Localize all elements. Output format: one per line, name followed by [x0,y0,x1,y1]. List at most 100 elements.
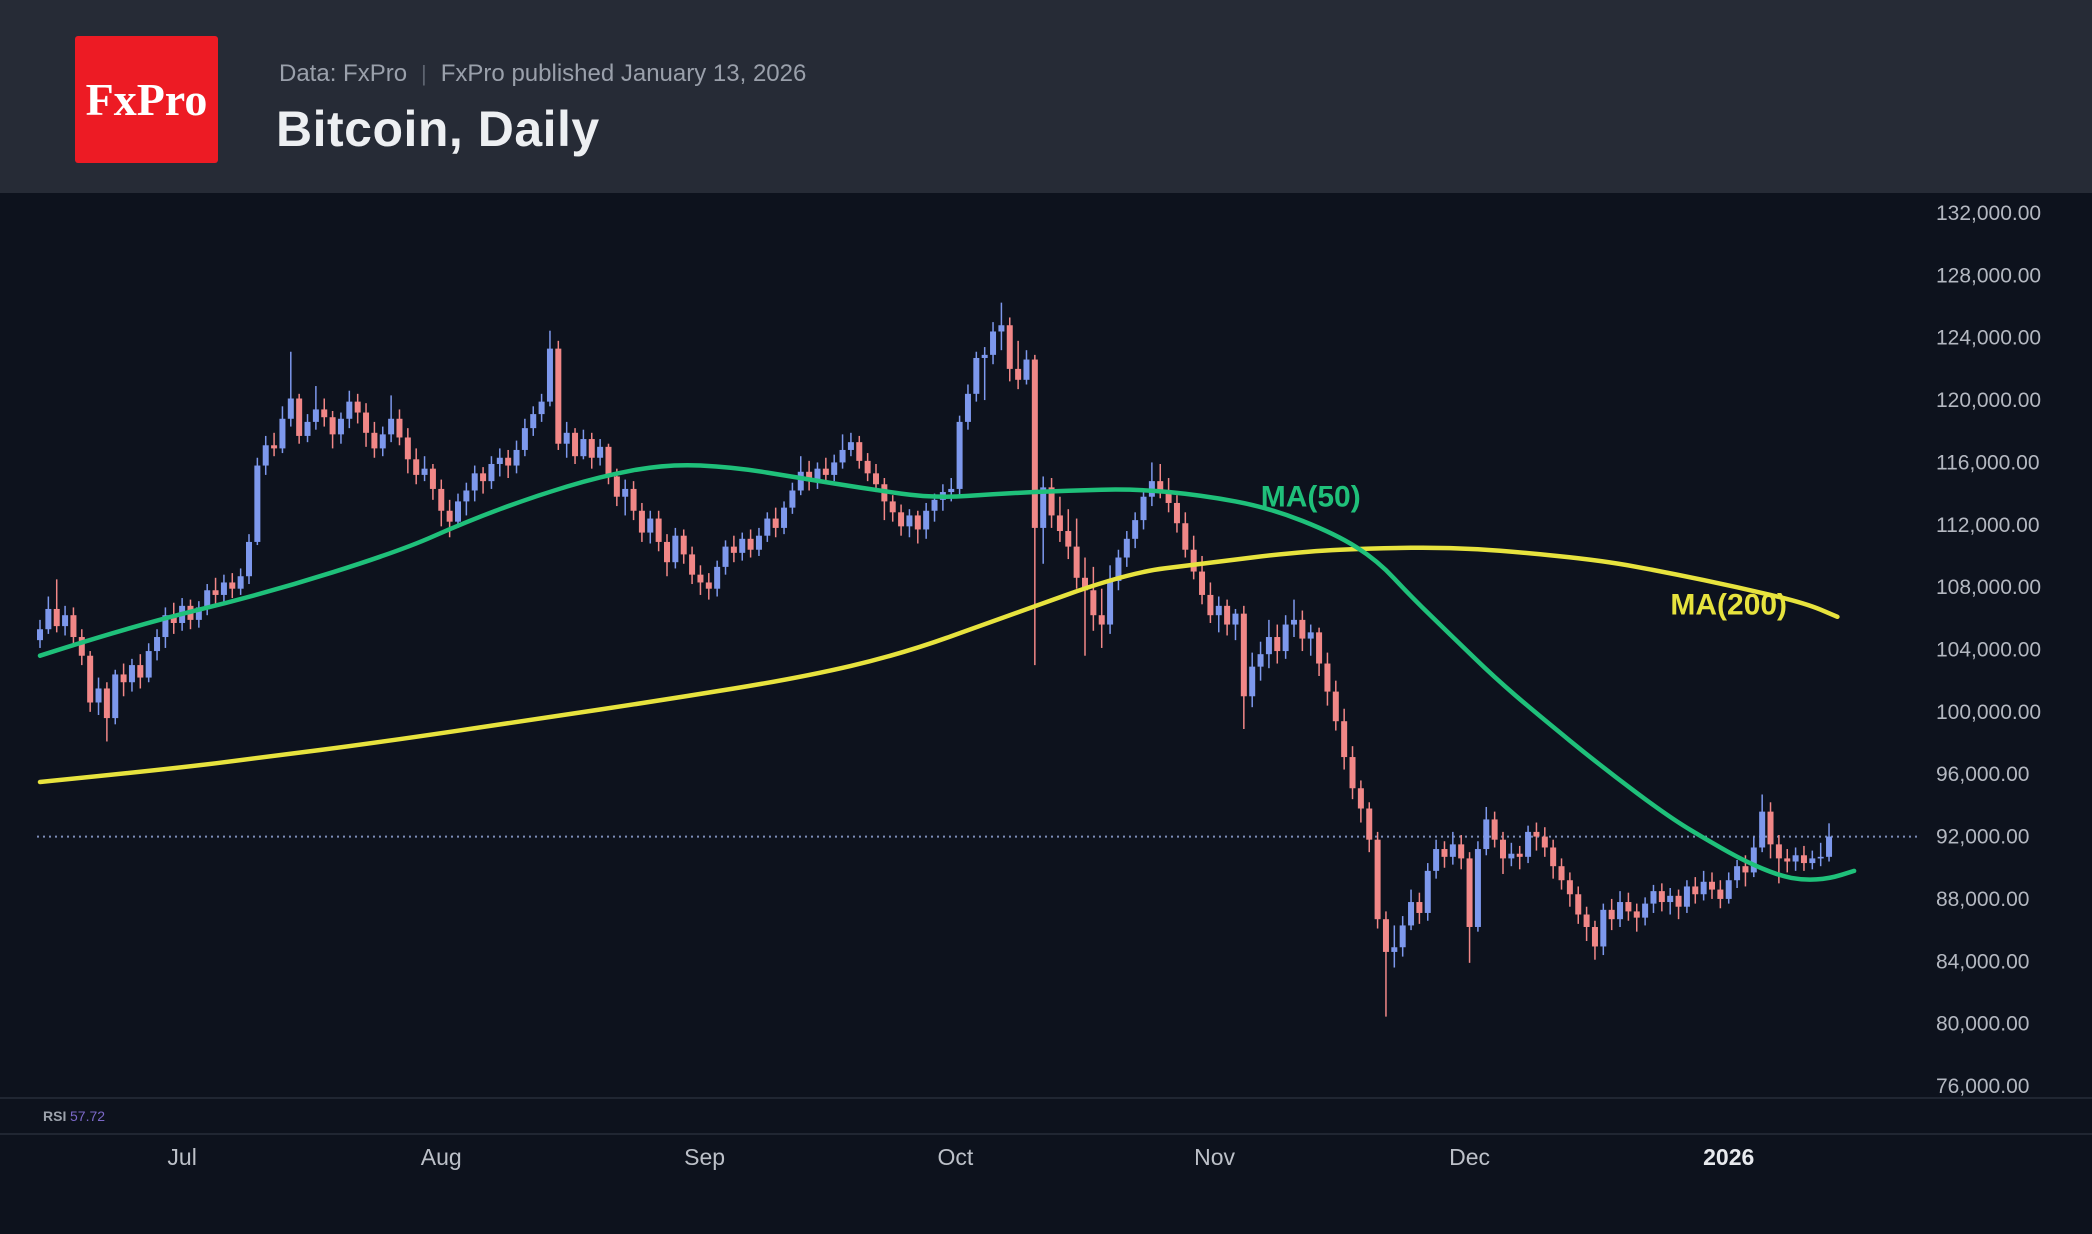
candle[interactable] [588,439,595,458]
month-label[interactable]: 2026 [1703,1144,1754,1170]
candle[interactable] [438,488,445,511]
candle[interactable] [246,541,252,577]
candle[interactable] [220,582,227,595]
candle[interactable] [697,574,704,583]
candle[interactable] [1023,359,1030,380]
candle[interactable] [229,582,236,589]
candle[interactable] [613,476,620,497]
candle[interactable] [1090,590,1097,616]
month-label[interactable]: Sep [684,1144,725,1170]
candle[interactable] [1107,580,1114,625]
candle[interactable] [1399,925,1406,948]
candle[interactable] [622,488,629,497]
candle[interactable] [1031,359,1038,528]
candle[interactable] [513,449,520,466]
candle[interactable] [1608,909,1615,920]
candle[interactable] [37,629,43,641]
candle[interactable] [1408,902,1415,926]
candle[interactable] [864,460,871,474]
candle[interactable] [1483,819,1490,850]
candle[interactable] [128,665,135,683]
candle[interactable] [471,473,478,491]
candle[interactable] [455,501,461,522]
candle[interactable] [1817,856,1824,859]
candle[interactable] [1525,831,1532,857]
candle[interactable] [329,417,336,435]
candle[interactable] [789,490,796,508]
candle[interactable] [822,468,829,475]
candle[interactable] [505,457,512,466]
candle[interactable] [404,437,411,460]
candle[interactable] [1458,844,1465,859]
candle[interactable] [1165,490,1172,503]
candle[interactable] [680,535,687,555]
candle[interactable] [1667,895,1674,903]
candle[interactable] [1249,666,1256,697]
candle[interactable] [95,688,102,703]
candle[interactable] [538,401,545,415]
candle[interactable] [45,608,52,630]
candle[interactable] [1040,487,1047,528]
candle[interactable] [1658,891,1665,903]
candle[interactable] [271,445,278,449]
candle[interactable] [321,409,328,418]
candle[interactable] [1374,839,1381,920]
candle[interactable] [1224,605,1231,625]
candle[interactable] [755,535,762,550]
candle[interactable] [103,688,110,719]
candle[interactable] [1006,325,1013,369]
candle[interactable] [1792,855,1799,862]
candle[interactable] [1424,870,1431,913]
candle[interactable] [262,445,269,466]
candle[interactable] [195,607,202,620]
candle[interactable] [948,488,955,493]
candle[interactable] [1700,881,1707,895]
candle[interactable] [1048,487,1055,516]
candle[interactable] [1441,849,1448,857]
candle[interactable] [923,510,930,530]
candle[interactable] [530,414,537,429]
candle[interactable] [429,468,436,489]
candle[interactable] [170,615,177,623]
candle[interactable] [914,515,921,530]
candle[interactable] [964,393,971,422]
candle[interactable] [1299,619,1306,639]
candle[interactable] [1591,926,1598,947]
candle[interactable] [388,418,395,435]
candle[interactable] [421,468,428,475]
candle[interactable] [781,507,788,528]
candle[interactable] [1073,546,1080,578]
candle[interactable] [312,409,319,422]
candle[interactable] [1516,853,1523,857]
candle[interactable] [1240,613,1247,697]
candle[interactable] [1692,886,1699,895]
candle[interactable] [337,418,344,435]
candle[interactable] [998,325,1005,332]
candle[interactable] [1056,515,1063,532]
candle[interactable] [145,651,152,678]
candle[interactable] [889,501,896,513]
candle[interactable] [1625,902,1632,912]
candle[interactable] [814,468,821,482]
candle[interactable] [1675,895,1682,907]
month-label[interactable]: Oct [938,1144,974,1170]
candle[interactable] [1257,654,1264,667]
candle[interactable] [580,439,587,457]
candle[interactable] [1683,886,1690,907]
candle[interactable] [212,590,219,595]
month-label[interactable]: Dec [1449,1144,1490,1170]
candle[interactable] [521,428,528,450]
candle[interactable] [689,554,696,575]
candle[interactable] [1633,911,1640,918]
candle[interactable] [1307,632,1314,639]
candle[interactable] [87,655,94,703]
candle[interactable] [1366,808,1373,840]
candle[interactable] [664,541,670,563]
candle[interactable] [62,615,69,627]
candle[interactable] [1291,619,1297,625]
candle[interactable] [730,546,737,553]
candle[interactable] [605,446,612,477]
candle[interactable] [279,418,286,449]
candle[interactable] [990,331,997,355]
candle[interactable] [112,674,119,719]
